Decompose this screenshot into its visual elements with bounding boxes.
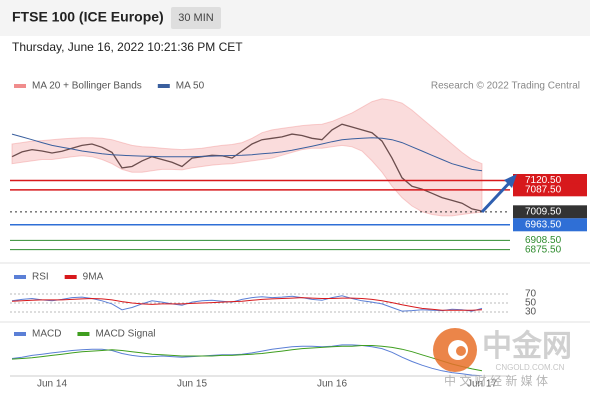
y-tick-label: 50 xyxy=(525,298,537,309)
series-line xyxy=(11,345,483,372)
level-label: 6875.50 xyxy=(525,244,562,255)
level-label: 7120.50 xyxy=(525,175,562,186)
legend-swatch xyxy=(157,84,170,88)
y-tick-label: 70 xyxy=(525,289,537,300)
level-label: 6963.50 xyxy=(525,219,562,230)
x-tick-label: Jun 14 xyxy=(37,379,67,390)
legend-swatch xyxy=(77,332,90,336)
level-label: 7009.50 xyxy=(525,206,562,217)
forecast-arrow-head xyxy=(504,174,517,188)
legend-label: MA 50 xyxy=(176,81,205,92)
watermark-tagline: 中 文 财 经 新 媒 体 xyxy=(444,373,548,388)
x-tick-label: Jun 16 xyxy=(317,379,347,390)
series-line xyxy=(11,344,483,377)
series-line xyxy=(11,133,483,172)
series-line xyxy=(11,297,483,311)
forecast-arrow xyxy=(480,178,514,214)
x-tick-label: Jun 17 xyxy=(467,379,497,390)
legend-label: MACD Signal xyxy=(95,329,155,340)
legend-label: MACD xyxy=(32,329,61,340)
interval[interactable]: 30 MIN xyxy=(178,12,214,24)
level-box xyxy=(513,205,587,219)
watermark-logo-dot xyxy=(456,346,466,356)
timestamp: Thursday, June 16, 2022 10:21:36 PM CET xyxy=(12,40,243,54)
header-title: FTSE 100 (ICE Europe) xyxy=(12,9,164,25)
header-bar xyxy=(0,0,590,36)
watermark-brand: 中金网 xyxy=(482,329,572,363)
watermark: 中金网 CNGOLD.COM.CN 中 文 财 经 新 媒 体 xyxy=(433,328,572,388)
pane: MA 20 + Bollinger Bands MA 50 7120.507087.… xyxy=(10,81,587,255)
legend-label: MA 20 + Bollinger Bands xyxy=(32,81,142,92)
legend-swatch xyxy=(14,332,26,336)
y-tick-label: 30 xyxy=(525,307,537,318)
legend-swatch xyxy=(64,275,77,279)
legend-swatch xyxy=(14,84,26,88)
level-box xyxy=(513,183,587,197)
pane: Jun 14 Jun 15 Jun 16 Jun 17 MACD MACD Signal xyxy=(11,329,497,390)
bollinger-band xyxy=(11,98,483,217)
legend-swatch xyxy=(14,275,26,279)
interval-pill[interactable] xyxy=(171,7,221,29)
series-line xyxy=(11,123,483,212)
legend-label: 9MA xyxy=(83,272,104,283)
watermark-site: CNGOLD.COM.CN xyxy=(496,363,565,372)
level-box xyxy=(513,218,587,232)
level-label: 6908.50 xyxy=(525,235,562,246)
credit: Research © 2022 Trading Central xyxy=(431,81,580,92)
x-tick-label: Jun 15 xyxy=(177,379,207,390)
legend-label: RSI xyxy=(32,272,49,283)
level-label: 7087.50 xyxy=(525,184,562,195)
